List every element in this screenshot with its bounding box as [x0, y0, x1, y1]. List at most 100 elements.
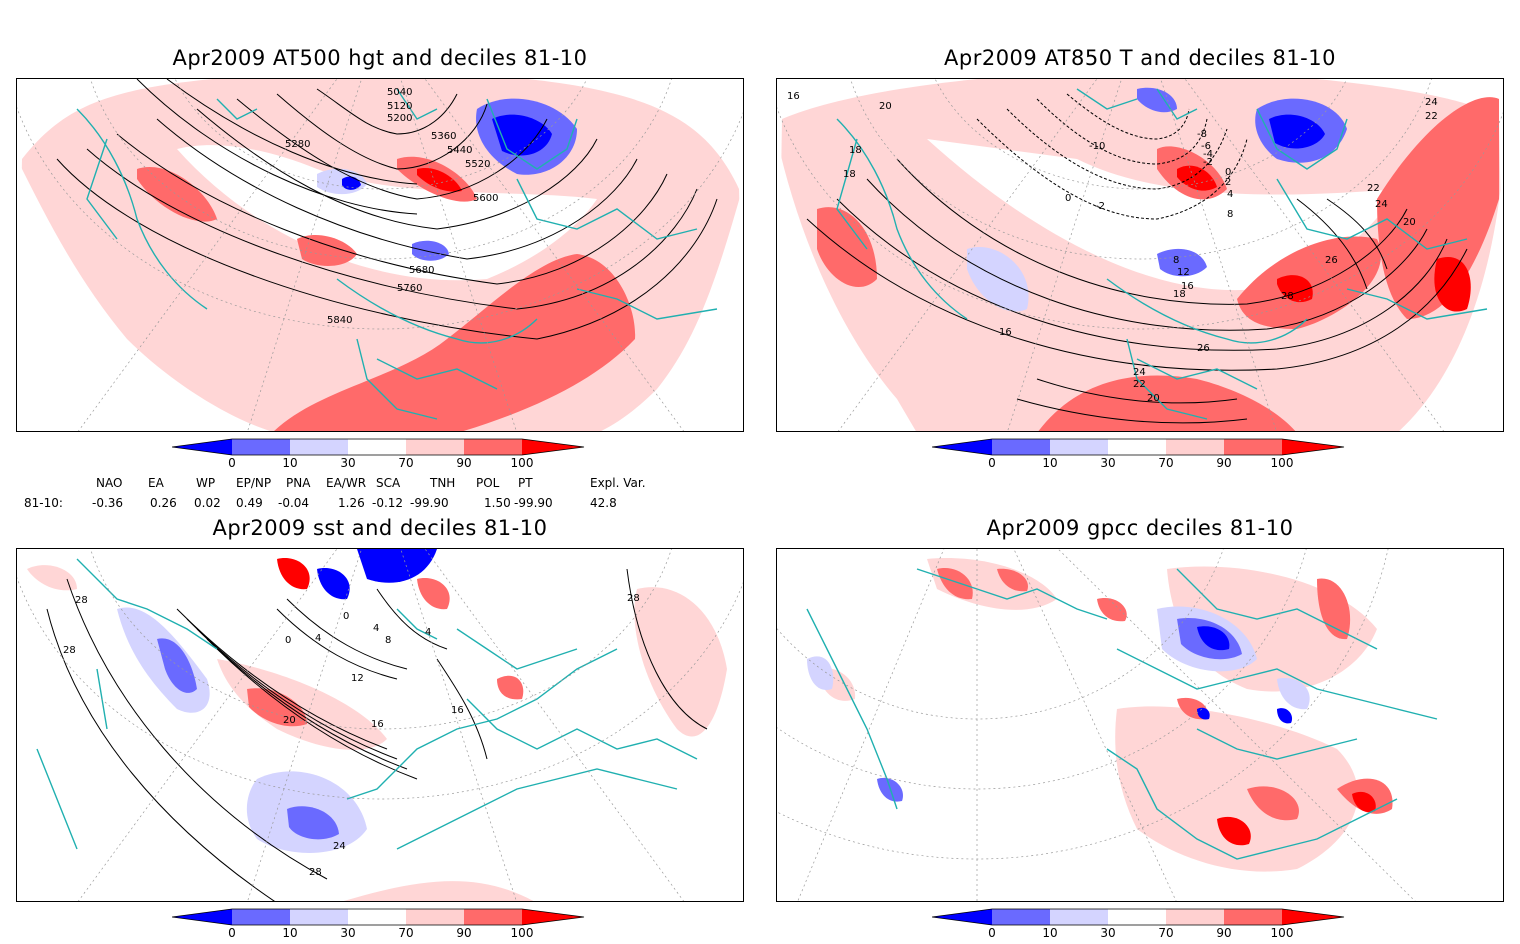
warm-anomaly	[274, 254, 636, 431]
panel-1-map[interactable]: 5040 5120 5200 5280 5360 5440 5520 5600 …	[16, 78, 744, 432]
index-header: PT	[518, 476, 533, 490]
index-value: -99.90	[514, 496, 553, 510]
panel-2-title: Apr2009 AT850 T and deciles 81-10	[944, 46, 1336, 70]
contour-label: -8	[1197, 129, 1207, 140]
contour-label: 28	[75, 595, 88, 606]
colorbar-swatch	[1282, 909, 1344, 925]
index-header: EA/WR	[326, 476, 367, 490]
colorbar-label: 10	[1042, 456, 1058, 470]
contour-label: 20	[879, 101, 892, 112]
contour-label: 16	[787, 91, 800, 102]
contour-label: 5680	[409, 265, 434, 276]
contour-label: 22	[1133, 379, 1146, 390]
contour-label: 26	[1197, 343, 1210, 354]
colorbar-4: 0 10 30 70 90 100	[931, 908, 1352, 944]
panel-2-map[interactable]: 16 20 24 22 18 18 -10 -8 -6 -4 -2 0 2 4 …	[776, 78, 1504, 432]
index-row-label: 81-10:	[24, 496, 63, 510]
contour-label: 26	[1325, 255, 1338, 266]
colorbar-label: 0	[228, 456, 236, 470]
contour-label: 24	[333, 841, 346, 852]
colorbar-label: 30	[1100, 926, 1116, 940]
colorbar-label: 0	[988, 926, 996, 940]
coastlines	[76, 88, 718, 420]
contour-label: -4	[1203, 149, 1213, 160]
graticule	[17, 79, 743, 431]
index-header: EP/NP	[236, 476, 272, 490]
colorbar-swatch	[232, 439, 290, 455]
colorbar-swatch	[464, 439, 522, 455]
colorbar-swatch	[290, 439, 348, 455]
contour-label: -2	[1203, 157, 1213, 168]
contour-label: 5120	[387, 101, 412, 112]
colorbar-label: 100	[510, 926, 534, 940]
contour-label: 20	[1147, 393, 1160, 404]
colorbar-swatch	[348, 909, 406, 925]
contour-label: 12	[351, 673, 364, 684]
contour-label: 8	[1173, 255, 1179, 266]
colorbar-swatch	[522, 439, 584, 455]
contour-label: -6	[1201, 141, 1211, 152]
colorbar-label: 100	[510, 456, 534, 470]
colorbar-label: 90	[1216, 456, 1232, 470]
panel-3-map[interactable]: 28 28 0 4 0 4 8 4 12 16 20 16 24 28 28	[16, 548, 744, 902]
panel-4-map[interactable]	[776, 548, 1504, 902]
colorbar-swatch	[1166, 439, 1224, 455]
contour-label: 5200	[387, 113, 412, 124]
contour-label: 16	[999, 327, 1012, 338]
colorbar-swatch	[992, 909, 1050, 925]
contour-label: -10	[1089, 141, 1105, 152]
index-value: -0.12	[372, 496, 404, 510]
colorbar-swatch	[290, 909, 348, 925]
contour-label: 18	[849, 145, 862, 156]
index-value: 0.26	[150, 496, 177, 510]
contour-label: 28	[309, 867, 322, 878]
contour-label: 16	[451, 705, 464, 716]
index-header: Expl. Var.	[590, 476, 646, 490]
panel-1-title: Apr2009 AT500 hgt and deciles 81-10	[172, 46, 588, 70]
index-value: 0.02	[194, 496, 221, 510]
contour-label: 24	[1425, 97, 1438, 108]
index-value: 0.49	[236, 496, 263, 510]
colorbar-label: 10	[1042, 926, 1058, 940]
colorbar-swatch	[1282, 439, 1344, 455]
colorbar-label: 30	[1100, 456, 1116, 470]
colorbar-swatch	[932, 439, 992, 455]
index-header: POL	[476, 476, 500, 490]
contour-label: 24	[1375, 199, 1388, 210]
contour-label: 4	[425, 627, 431, 638]
contour-label: 28	[63, 645, 76, 656]
contour-label: 4	[315, 633, 321, 644]
colorbar-label: 30	[340, 926, 356, 940]
colorbar-label: 90	[456, 456, 472, 470]
index-value: 1.50	[484, 496, 511, 510]
contour-label: 28	[627, 593, 640, 604]
panel-3-title: Apr2009 sst and deciles 81-10	[212, 516, 548, 540]
contour-label: 5600	[473, 193, 498, 204]
contour-label: -2	[1095, 201, 1105, 212]
colorbar-label: 90	[1216, 926, 1232, 940]
colorbar-label: 0	[228, 926, 236, 940]
contour-label: 5040	[387, 87, 412, 98]
colorbar-2: 0 10 30 70 90 100	[931, 438, 1352, 474]
contour-label: 5840	[327, 315, 352, 326]
colorbar-label: 100	[1270, 926, 1294, 940]
contour-label: 5760	[397, 283, 422, 294]
contour-label: 8	[385, 635, 391, 646]
index-value: 1.26	[338, 496, 365, 510]
colorbar-swatch	[1050, 909, 1108, 925]
colorbar-swatch	[1224, 909, 1282, 925]
contour-label: 12	[1177, 267, 1190, 278]
contour-label: 16	[371, 719, 384, 730]
contour-label: 5520	[465, 159, 490, 170]
colorbar-label: 70	[1158, 926, 1174, 940]
contour-label: 22	[1425, 111, 1438, 122]
colorbar-label: 70	[398, 456, 414, 470]
index-header: TNH	[430, 476, 456, 490]
colorbar-1: 0 10 30 70 90 100	[171, 438, 592, 474]
contour-label: 0	[343, 611, 349, 622]
colorbar-swatch	[932, 909, 992, 925]
colorbar-label: 100	[1270, 456, 1294, 470]
colorbar-label: 90	[456, 926, 472, 940]
colorbar-swatch	[348, 439, 406, 455]
index-header: WP	[196, 476, 216, 490]
